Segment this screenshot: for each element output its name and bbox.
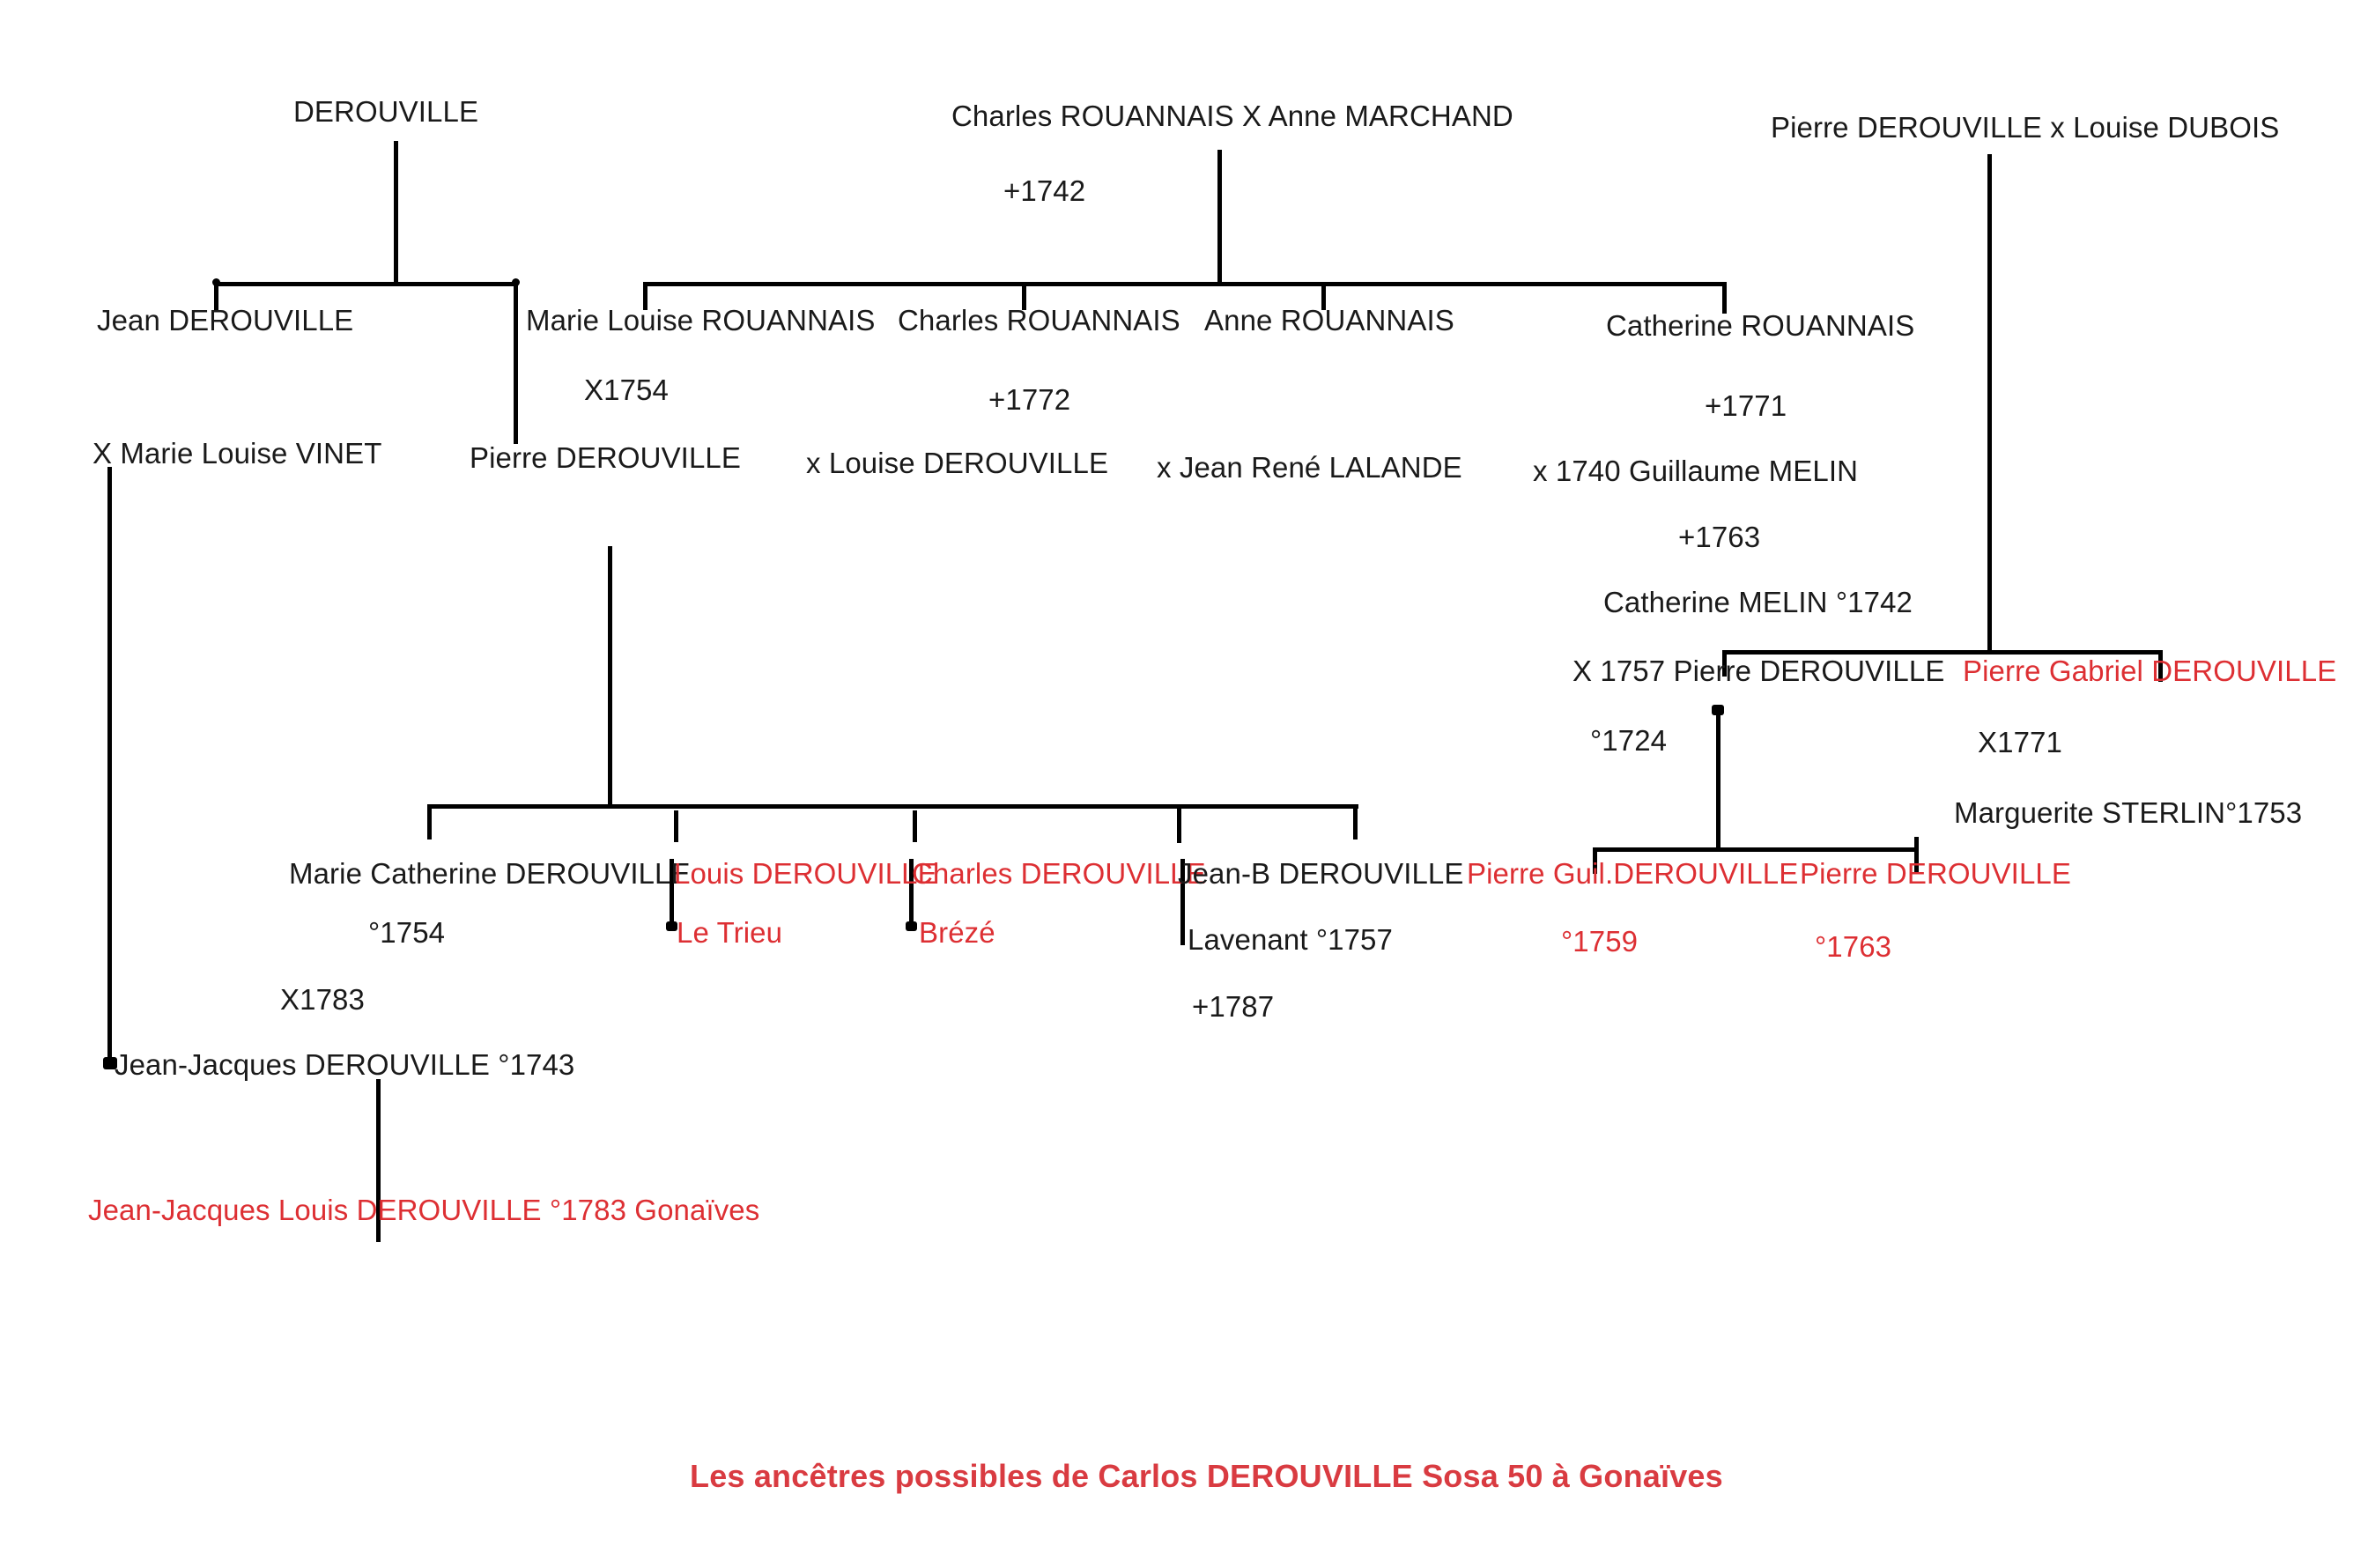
connector-dubois-couple-stem <box>1987 154 1992 652</box>
connector-louis-to-le-trieu <box>670 859 674 928</box>
connector-jean-derouville-drop <box>214 282 218 310</box>
node-anne-rouannais-spouse: x Jean René LALANDE <box>1157 451 1462 484</box>
node-charles-rouannais-child: Charles ROUANNAIS <box>898 304 1180 337</box>
node-derouville-root: DEROUVILLE <box>293 95 479 128</box>
node-louis-derouville: Louis DEROUVILLE <box>674 857 937 890</box>
node-marie-louise-rouannais-marriage: X1754 <box>584 374 669 406</box>
connector-anne-rouannais-drop <box>1321 282 1326 310</box>
connector-pierre-derouville-drop <box>514 282 518 444</box>
connector-pierre-1757-to-children <box>1716 709 1720 850</box>
node-jean-jacques-derouville: Jean-Jacques DEROUVILLE °1743 <box>115 1048 575 1081</box>
connector-cap-le-trieu <box>666 921 677 931</box>
node-pierre-derouville-birth: °1724 <box>1590 724 1668 757</box>
connector-jean-b-drop <box>1177 804 1181 843</box>
node-jean-derouville: Jean DEROUVILLE <box>97 304 354 337</box>
node-catherine-melin-marriage-spouse: X 1757 Pierre DEROUVILLE <box>1572 655 1945 687</box>
connector-louis-drop <box>674 810 678 842</box>
connector-derouville-root-stem <box>394 141 398 284</box>
connector-marie-louise-rouannais-drop <box>643 282 648 310</box>
node-guillaume-melin-death: +1763 <box>1678 521 1761 553</box>
connector-main-children-bar <box>427 804 1357 809</box>
node-charles-rouannais-child-death: +1772 <box>988 383 1071 416</box>
connector-charles-d-drop <box>913 810 917 842</box>
node-catherine-melin: Catherine MELIN °1742 <box>1603 586 1913 618</box>
node-jean-b-derouville-death: +1787 <box>1192 990 1275 1023</box>
connector-rouannais-children-bar <box>643 282 1725 286</box>
node-marie-louise-rouannais: Marie Louise ROUANNAIS <box>526 304 876 337</box>
connector-catherine-rouannais-drop <box>1722 282 1727 314</box>
node-marie-catherine-birth: °1754 <box>368 916 446 949</box>
node-marie-catherine-derouville: Marie Catherine DEROUVILLE <box>289 857 691 890</box>
node-jean-b-derouville: Jean-B DEROUVILLE <box>1178 857 1464 890</box>
node-jean-jacques-louis-derouville: Jean-Jacques Louis DEROUVILLE °1783 Gona… <box>88 1194 760 1226</box>
connector-jeanb-to-lavenant <box>1180 859 1185 945</box>
connector-cap-pierre-derouville <box>512 278 520 286</box>
node-catherine-rouannais-death: +1771 <box>1705 389 1787 422</box>
connector-pierre-mid-to-children <box>608 546 612 806</box>
connector-pierre-guil-drop <box>1593 847 1597 874</box>
node-jean-b-derouville-place: Lavenant °1757 <box>1188 923 1393 956</box>
connector-cap-jean-derouville <box>212 278 220 286</box>
chart-caption: Les ancêtres possibles de Carlos DEROUVI… <box>690 1458 1723 1494</box>
node-marguerite-sterlin: Marguerite STERLIN°1753 <box>1954 796 2303 829</box>
node-pierre-derouville-x-louise-dubois: Pierre DEROUVILLE x Louise DUBOIS <box>1771 111 2280 144</box>
connector-rouannais-couple-stem <box>1217 150 1222 284</box>
connector-charles-to-breze <box>909 859 914 928</box>
connector-marie-catherine-drop <box>427 804 432 839</box>
node-pierre-guil-derouville: Pierre Guil.DEROUVILLE <box>1467 857 1799 890</box>
connector-jean-jacques-to-son <box>376 1079 381 1242</box>
node-pierre-derouville-red: Pierre DEROUVILLE <box>1800 857 2071 890</box>
node-pierre-guil-birth: °1759 <box>1561 925 1639 958</box>
node-pierre-gabriel-marriage: X1771 <box>1978 726 2062 758</box>
node-anne-rouannais: Anne ROUANNAIS <box>1204 304 1454 337</box>
node-charles-rouannais-x-anne-marchand: Charles ROUANNAIS X Anne MARCHAND <box>951 100 1513 132</box>
connector-pierre-1757-children-bar <box>1593 847 1919 852</box>
node-charles-derouville: Charles DEROUVILLE <box>912 857 1206 890</box>
node-catherine-rouannais-spouse: x 1740 Guillaume MELIN <box>1533 455 1859 487</box>
connector-pierre-gabriel-drop <box>2158 650 2163 682</box>
node-pierre-derouville-mid: Pierre DEROUVILLE <box>470 441 741 474</box>
connector-melin-derouville-bar <box>1722 650 2163 655</box>
node-jean-derouville-spouse: X Marie Louise VINET <box>92 437 382 470</box>
node-pierre-derouville-red-birth: °1763 <box>1815 930 1892 963</box>
node-catherine-rouannais: Catherine ROUANNAIS <box>1606 309 1915 342</box>
connector-derouville-sibling-bar <box>214 282 518 286</box>
connector-cap-breze <box>906 921 917 931</box>
node-marie-catherine-marriage: X1783 <box>280 983 365 1016</box>
connector-pierre-derouville-1757-drop <box>1722 650 1727 677</box>
node-charles-rouannais-spouse: x Louise DEROUVILLE <box>806 447 1109 479</box>
connector-charles-rouannais-drop <box>1022 282 1026 310</box>
connector-pierre-1763-drop <box>1914 837 1919 874</box>
node-charles-derouville-place: Brézé <box>919 916 995 949</box>
connector-cap-jean-jacques <box>103 1057 117 1069</box>
node-charles-rouannais-death: +1742 <box>1003 174 1086 207</box>
connector-main-children-bar-right-drop <box>1353 804 1358 839</box>
connector-vinet-to-jean-jacques <box>107 467 112 1066</box>
connector-cap-pierre-1757-children <box>1712 705 1724 715</box>
node-louis-derouville-place: Le Trieu <box>677 916 783 949</box>
node-pierre-gabriel-derouville: Pierre Gabriel DEROUVILLE <box>1963 655 2337 687</box>
